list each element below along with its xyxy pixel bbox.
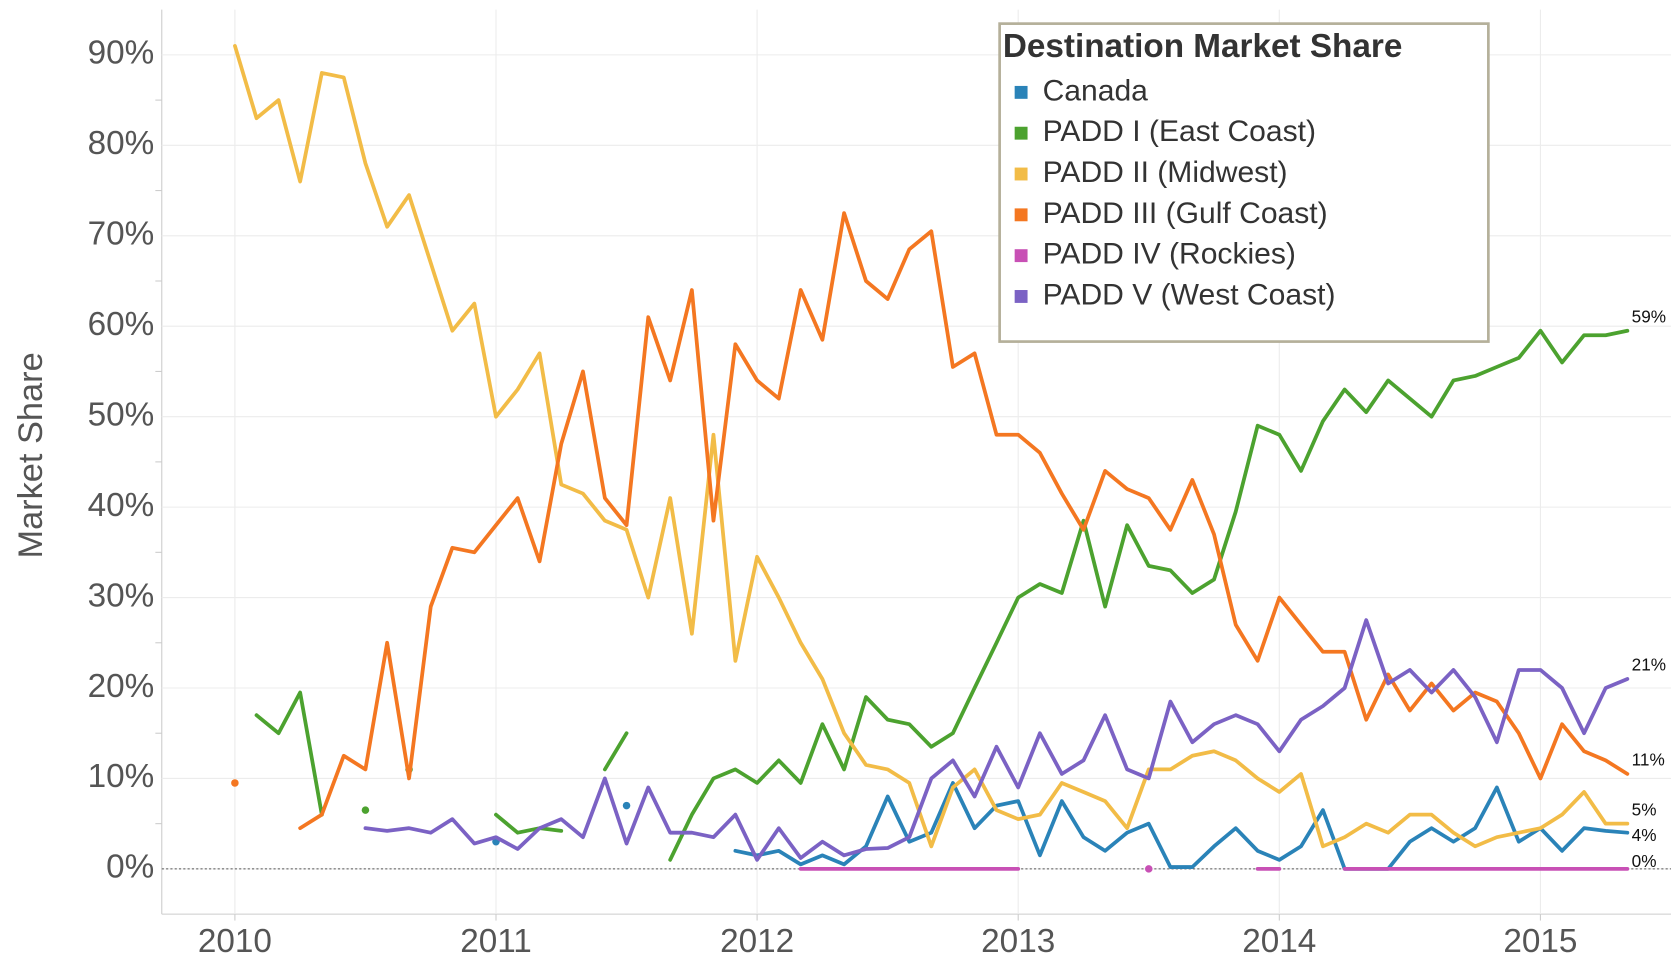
y-tick-label: 40% <box>88 487 155 524</box>
y-tick-label: 90% <box>88 35 155 72</box>
legend-swatch <box>1014 167 1028 181</box>
y-tick-label: 0% <box>106 849 154 886</box>
x-tick-label: 2010 <box>198 923 272 956</box>
data-label: 59% <box>1632 306 1666 326</box>
x-tick-label: 2013 <box>981 923 1055 956</box>
y-tick-label: 60% <box>88 306 155 343</box>
legend-item: PADD I (East Coast) <box>1043 115 1316 148</box>
legend-box <box>998 22 1490 343</box>
legend-item: PADD IV (Rockies) <box>1043 238 1296 271</box>
y-tick-label: 70% <box>88 216 155 253</box>
point <box>622 801 631 810</box>
legend-swatch <box>1014 85 1028 99</box>
x-tick-label: 2012 <box>720 923 794 956</box>
legend-item: Canada <box>1043 74 1149 107</box>
legend-item: PADD II (Midwest) <box>1043 156 1288 189</box>
point <box>361 806 370 814</box>
y-tick-label: 50% <box>88 396 155 433</box>
data-label: 0% <box>1632 851 1657 871</box>
legend-swatch <box>1014 208 1028 222</box>
x-tick-label: 2015 <box>1503 923 1577 956</box>
legend-swatch <box>1014 290 1028 303</box>
data-label: 21% <box>1632 655 1666 675</box>
series-line <box>233 43 1630 849</box>
y-tick-label: 30% <box>88 577 155 614</box>
x-tick-label: 2011 <box>460 923 532 956</box>
series-line <box>298 211 1630 831</box>
data-label: 11% <box>1632 750 1665 770</box>
legend-swatch <box>1014 126 1028 140</box>
series-line <box>254 328 1630 862</box>
legend-title: Destination Market Share <box>1003 28 1402 65</box>
y-tick-label: 20% <box>88 668 155 705</box>
legend-swatch <box>1014 249 1028 263</box>
legend-item: PADD V (West Coast) <box>1043 278 1336 311</box>
y-tick-label: 10% <box>88 758 155 795</box>
x-tick-label: 2014 <box>1242 923 1316 956</box>
data-label: 4% <box>1632 825 1657 845</box>
data-label: 5% <box>1632 799 1657 819</box>
series-line <box>363 618 1630 862</box>
y-tick-label: 80% <box>88 125 155 162</box>
point <box>1145 865 1153 873</box>
point <box>231 779 239 787</box>
legend-item: PADD III (Gulf Coast) <box>1043 197 1328 230</box>
y-axis-title: Market Share <box>12 352 50 558</box>
series-line <box>733 781 1630 871</box>
